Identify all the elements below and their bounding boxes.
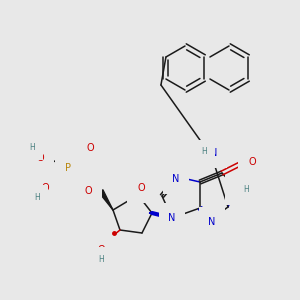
Text: P: P: [65, 163, 71, 173]
Text: O: O: [137, 183, 145, 193]
Polygon shape: [149, 213, 172, 218]
Polygon shape: [97, 190, 113, 210]
Text: H: H: [201, 148, 207, 157]
Text: H: H: [34, 193, 40, 202]
Text: O: O: [84, 186, 92, 196]
Text: O: O: [41, 183, 49, 193]
Text: O: O: [86, 143, 94, 153]
Text: N: N: [172, 174, 180, 184]
Text: H: H: [243, 185, 249, 194]
Text: O: O: [248, 157, 256, 167]
Text: N: N: [168, 213, 176, 223]
Text: N: N: [210, 148, 218, 158]
Text: O: O: [36, 153, 44, 163]
Text: H: H: [98, 254, 104, 263]
Text: =: =: [146, 191, 154, 201]
Text: N: N: [234, 185, 242, 195]
Text: N: N: [208, 217, 216, 227]
Text: H: H: [29, 143, 35, 152]
Text: O: O: [97, 245, 105, 255]
